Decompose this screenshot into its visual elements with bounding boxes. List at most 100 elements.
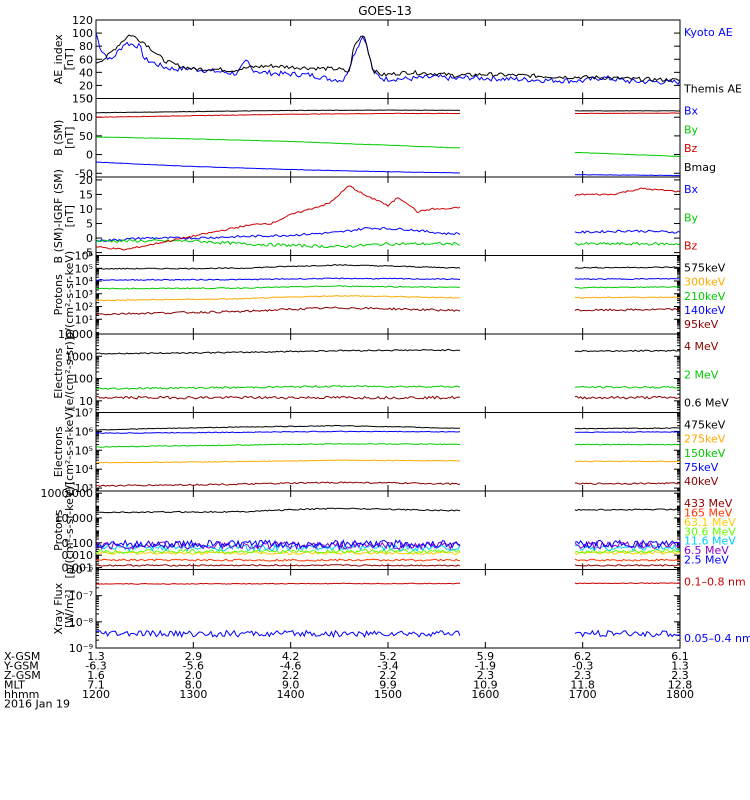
- y-tick-label-p1: 10⁴: [75, 275, 94, 288]
- table-row-label: X-GSM: [4, 650, 40, 663]
- table-cell: 7.1: [87, 679, 105, 692]
- table-cell: 12.8: [668, 679, 693, 692]
- y-axis-label-e1: Electrons: [52, 348, 65, 399]
- y-axis-label-b: B (SM): [52, 120, 65, 156]
- y-tick-label-e1: 100: [72, 373, 93, 386]
- series-line-e2-1: [95, 459, 681, 464]
- table-cell: 2.3: [671, 669, 689, 682]
- series-line-p2-1: [95, 558, 681, 562]
- legend-entry-b: Bmag: [684, 161, 716, 174]
- table-row-label: hhmm: [4, 688, 39, 701]
- y-tick-label-db: 5: [86, 218, 93, 231]
- legend-entry-ae: Kyoto AE: [684, 26, 733, 39]
- series-line-p2-0: [95, 564, 681, 567]
- legend-entry-p2: 2.5 MeV: [684, 554, 729, 567]
- table-cell: -0.3: [572, 660, 593, 673]
- legend-entry-ae: Themis AE: [683, 83, 742, 96]
- table-cell: 1400: [277, 688, 305, 701]
- y-tick-label-e2: 10⁴: [75, 463, 94, 476]
- table-cell: 1800: [666, 688, 694, 701]
- y-tick-label-db: 15: [79, 188, 93, 201]
- legend-entry-db: Bz: [684, 240, 698, 253]
- table-cell: 2.9: [185, 650, 203, 663]
- series-line-b-2: [95, 112, 681, 118]
- series-line-b-0: [95, 161, 681, 177]
- legend-entry-e2: 150keV: [684, 447, 726, 460]
- table-cell: 10.9: [473, 679, 498, 692]
- y-tick-label-ae: 80: [79, 40, 93, 53]
- legend-entry-p2: 165 MeV: [684, 506, 733, 519]
- panel-frame-ae: [95, 19, 681, 99]
- y-tick-label-db: 20: [79, 174, 93, 187]
- table-cell: 1500: [374, 688, 402, 701]
- table-row-label: Y-GSM: [3, 660, 39, 673]
- table-cell: 6.1: [671, 650, 689, 663]
- series-line-e2-3: [95, 430, 681, 434]
- y-axis-label-e2: e/(cm²-s-sr-keV): [63, 408, 76, 496]
- y-tick-label-p1: 10²: [75, 301, 93, 314]
- legend-entry-xray: 0.1–0.8 nm: [684, 576, 746, 589]
- series-line-p1-3: [95, 277, 681, 281]
- y-tick-label-p2: 10.000: [55, 512, 94, 525]
- table-cell: 2.3: [477, 669, 495, 682]
- y-axis-label-ae: [nT]: [63, 48, 76, 70]
- series-line-e2-0: [95, 424, 680, 431]
- y-tick-label-ae: 0: [86, 93, 93, 106]
- y-axis-label-p1: Protons: [52, 274, 65, 315]
- legend-entry-p2: 6.5 MeV: [684, 544, 729, 557]
- legend-entry-db: Bx: [684, 183, 699, 196]
- y-tick-label-b: 0: [86, 149, 93, 162]
- y-tick-label-xray: 10⁻⁷: [69, 590, 93, 603]
- table-row-label: MLT: [4, 679, 25, 692]
- y-axis-label-b: [nT]: [63, 127, 76, 149]
- table-cell: 11.8: [570, 679, 595, 692]
- table-cell: -4.6: [280, 660, 301, 673]
- y-axis-label-p1: p/(cm²-s-sr-keV): [63, 251, 76, 339]
- y-axis-label-ae: AE_index: [52, 34, 65, 85]
- y-tick-label-p1: 10⁶: [75, 250, 94, 263]
- series-line-db-0: [95, 226, 681, 242]
- table-cell: -1.9: [475, 660, 496, 673]
- series-line-p2-3: [95, 548, 681, 555]
- date-label: 2016 Jan 19: [4, 698, 70, 711]
- y-tick-label-ae: 40: [79, 66, 93, 79]
- y-tick-label-e2: 10⁶: [75, 425, 94, 438]
- panel-frame-p2: [95, 490, 681, 570]
- legend-entry-e2: 475keV: [684, 419, 726, 432]
- y-tick-label-p2: 0.100: [62, 537, 94, 550]
- panel-frame-e1: [95, 333, 681, 413]
- y-axis-label-e1: [e/(cm²-s-sr)]: [63, 337, 76, 410]
- y-tick-label-b: 100: [72, 111, 93, 124]
- y-tick-label-db: -5: [82, 247, 93, 260]
- y-tick-label-ae: 120: [72, 14, 93, 27]
- series-line-p2-2: [95, 550, 681, 556]
- series-line-p2-7: [95, 507, 681, 514]
- legend-entry-p1: 95keV: [684, 318, 719, 331]
- table-cell: 1.3: [671, 660, 689, 673]
- series-line-xray-1: [95, 629, 681, 639]
- table-cell: 6.2: [574, 650, 592, 663]
- table-cell: 1200: [82, 688, 110, 701]
- series-line-e2-4: [96, 481, 681, 487]
- table-cell: -3.4: [377, 660, 398, 673]
- table-cell: 1.6: [87, 669, 105, 682]
- series-line-e2-2: [95, 442, 681, 448]
- table-cell: 2.3: [574, 669, 592, 682]
- y-tick-label-db: 0: [86, 232, 93, 245]
- table-cell: 1300: [179, 688, 207, 701]
- series-line-p2-4: [95, 543, 680, 553]
- y-axis-label-db: [nT]: [63, 205, 76, 227]
- y-tick-label-ae: 60: [79, 53, 93, 66]
- y-tick-label-p2: 0.010: [62, 549, 94, 562]
- y-axis-label-p2: Protons: [52, 509, 65, 550]
- table-cell: 9.9: [379, 679, 397, 692]
- y-tick-label-p2: 0.001: [62, 562, 94, 575]
- table-cell: 9.0: [282, 679, 300, 692]
- series-line-db-1: [95, 239, 681, 249]
- chart-title: GOES-13: [358, 4, 412, 18]
- y-tick-label-e2: 10⁷: [75, 407, 93, 420]
- legend-entry-e1: 0.6 MeV: [684, 397, 729, 410]
- y-tick-label-e1: 10000: [58, 328, 93, 341]
- y-tick-label-db: 10: [79, 203, 93, 216]
